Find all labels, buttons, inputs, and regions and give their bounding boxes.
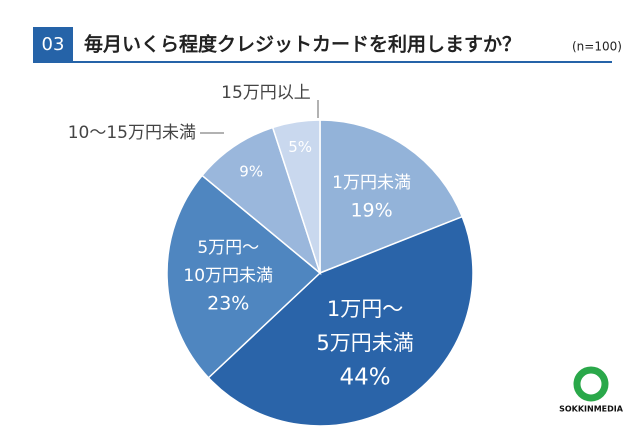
pie-slice: [207, 215, 474, 427]
logo-text: SOKKINMEDIA: [559, 405, 624, 414]
logo: SOKKINMEDIA: [559, 366, 624, 414]
category-label: 10万円未満: [183, 266, 273, 286]
value-label: 19%: [350, 200, 392, 222]
category-label: 1万円〜: [327, 297, 403, 321]
value-label: 23%: [207, 292, 249, 314]
category-label: 5万円〜: [197, 238, 259, 258]
value-label: 9%: [239, 162, 263, 180]
category-label: 5万円未満: [316, 331, 413, 355]
badge-label: 03: [42, 34, 65, 55]
chart-subtitle: (n=100): [572, 40, 622, 54]
value-label: 5%: [288, 138, 312, 156]
value-label: 44%: [340, 365, 391, 391]
category-label: 10〜15万円未満: [68, 123, 196, 143]
category-label: 1万円未満: [332, 173, 411, 193]
badge: [33, 27, 73, 61]
pie-slice: [201, 126, 322, 276]
pie-slice: [166, 174, 322, 379]
chart-title: 毎月いくら程度クレジットカードを利用しますか？: [84, 33, 521, 56]
pie-slice: [271, 119, 321, 274]
logo-ring: [573, 366, 609, 402]
category-label: 15万円以上: [221, 83, 311, 103]
pie-slice: [319, 119, 464, 275]
